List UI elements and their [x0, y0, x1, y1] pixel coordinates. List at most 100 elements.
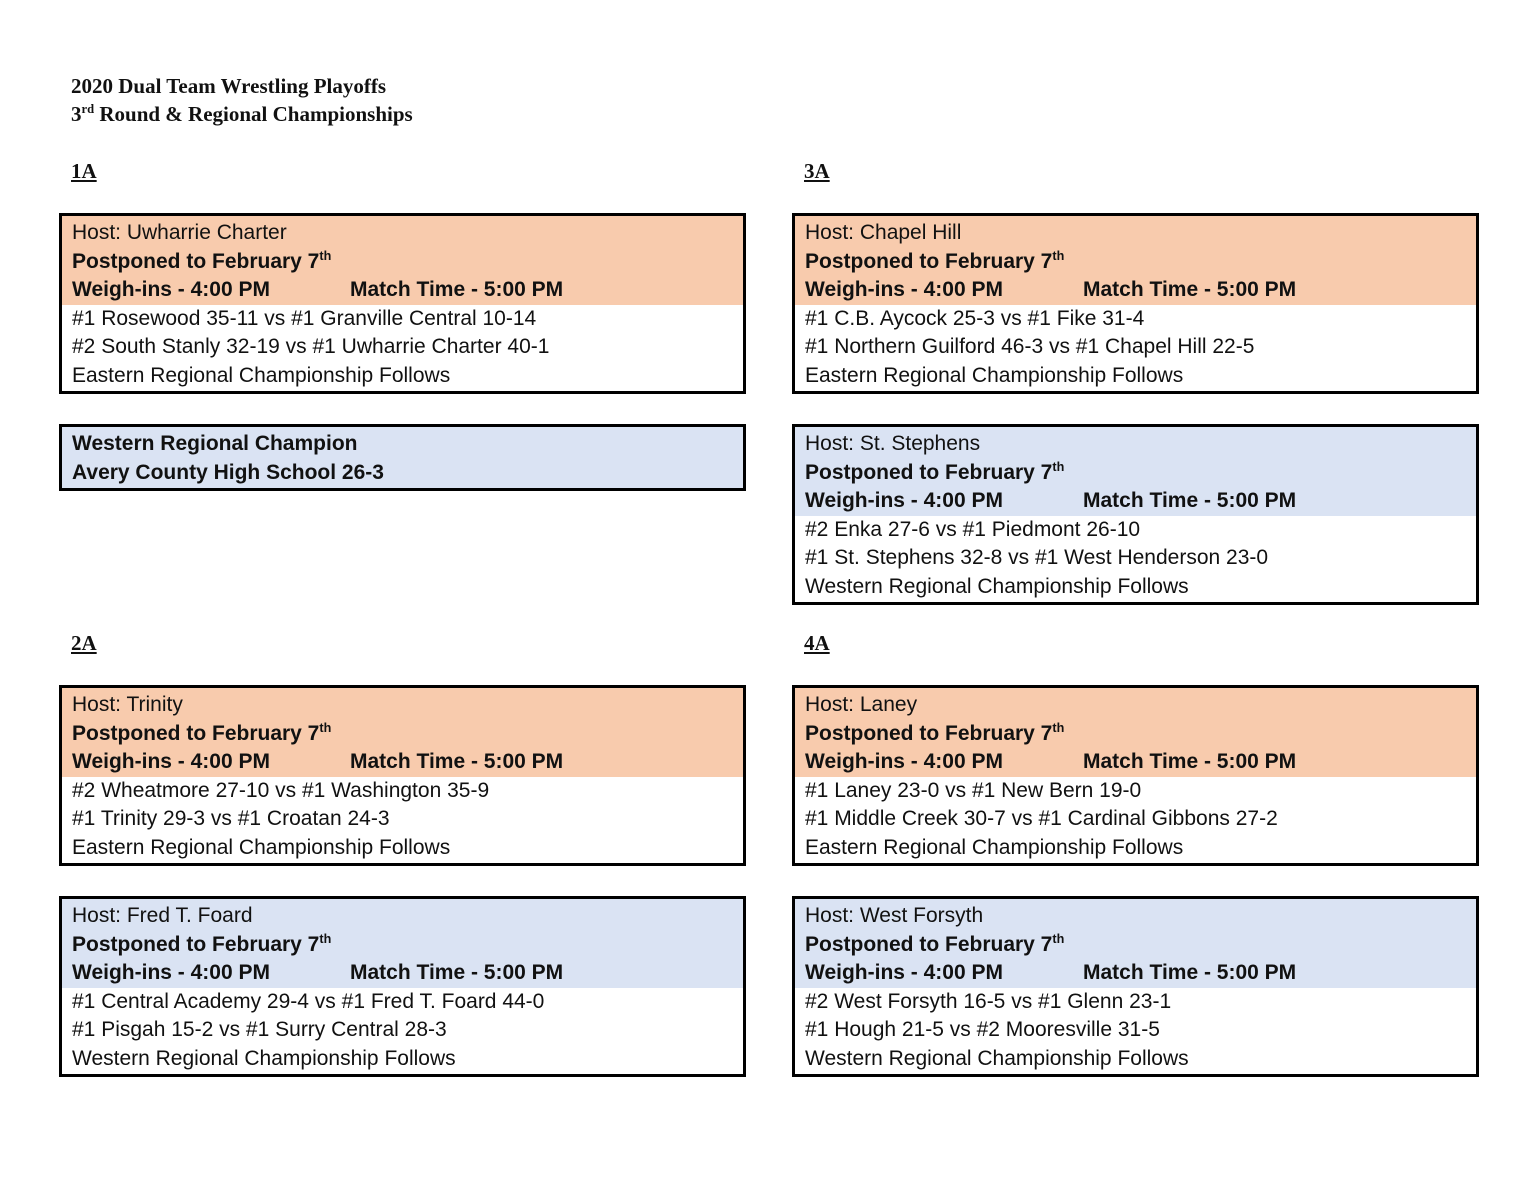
postponed: Postponed to February 7th — [72, 248, 733, 277]
box-body: #1 Central Academy 29-4 vs #1 Fred T. Fo… — [62, 988, 743, 1075]
host: Host: St. Stephens — [805, 432, 981, 455]
postponed: Postponed to February 7th — [805, 931, 1466, 960]
section: 3A Host: Chapel Hill Postponed to February… — [792, 158, 1479, 635]
section: 2A Host: Trinity Postponed to February 7th… — [59, 630, 746, 1107]
postponed-text: Postponed to February 7 — [805, 249, 1053, 273]
match-time: Match Time - 5:00 PM — [1083, 489, 1297, 512]
times: Weigh-ins - 4:00 PM Match Time - 5:00 PM — [805, 959, 1466, 988]
follows: Western Regional Championship Follows — [72, 1046, 456, 1070]
box-body: #2 Enka 27-6 vs #1 Piedmont 26-10 #1 St. … — [795, 516, 1476, 603]
times: Weigh-ins - 4:00 PM Match Time - 5:00 PM — [805, 276, 1466, 305]
game-box: Host: West Forsyth Postponed to February … — [792, 896, 1479, 1077]
match: #2 Enka 27-6 vs #1 Piedmont 26-10 — [805, 517, 1141, 541]
match-time: Match Time - 5:00 PM — [350, 961, 564, 984]
postponed-text: Postponed to February 7 — [72, 249, 320, 273]
match: #2 Wheatmore 27-10 vs #1 Washington 35-9 — [72, 778, 490, 802]
section: 1A Host: Uwharrie Charter Postponed to Feb… — [59, 158, 746, 521]
box-header: Host: Trinity Postponed to February 7th We… — [62, 688, 743, 777]
title: 2020 Dual Team Wrestling Playoffs — [71, 74, 387, 98]
game-box: Host: Chapel Hill Postponed to February 7… — [792, 213, 1479, 394]
postponed-suffix: th — [1052, 931, 1065, 946]
box-header: Host: Uwharrie Charter Postponed to Febru… — [62, 216, 743, 305]
match: #1 Central Academy 29-4 vs #1 Fred T. Fo… — [72, 989, 545, 1013]
weigh-ins: Weigh-ins - 4:00 PM — [72, 278, 270, 301]
postponed: Postponed to February 7th — [805, 459, 1466, 488]
follows: Western Regional Championship Follows — [805, 1046, 1189, 1070]
game-box: Host: St. Stephens Postponed to February … — [792, 424, 1479, 605]
postponed-suffix: th — [319, 248, 332, 263]
times: Weigh-ins - 4:00 PM Match Time - 5:00 PM — [72, 276, 733, 305]
game-box: Host: Uwharrie Charter Postponed to Febru… — [59, 213, 746, 394]
postponed: Postponed to February 7th — [72, 931, 733, 960]
postponed-suffix: th — [319, 931, 332, 946]
match: #2 South Stanly 32-19 vs #1 Uwharrie Cha… — [72, 335, 550, 358]
match: #1 Hough 21-5 vs #2 Mooresville 31-5 — [805, 1018, 1160, 1041]
postponed-text: Postponed to February 7 — [72, 932, 320, 956]
times: Weigh-ins - 4:00 PM Match Time - 5:00 PM — [805, 487, 1466, 516]
host: Host: Trinity — [72, 693, 183, 716]
game-box: Host: Fred T. Foard Postponed to February… — [59, 896, 746, 1077]
match: #1 Middle Creek 30-7 vs #1 Cardinal Gibb… — [805, 807, 1278, 830]
postponed: Postponed to February 7th — [805, 720, 1466, 749]
box-body: #1 Rosewood 35-11 vs #1 Granville Centra… — [62, 305, 743, 392]
box-body: #2 Wheatmore 27-10 vs #1 Washington 35-9… — [62, 777, 743, 864]
match: #1 Laney 23-0 vs #1 New Bern 19-0 — [805, 778, 1142, 802]
box-body: #2 West Forsyth 16-5 vs #1 Glenn 23-1 #1 … — [795, 988, 1476, 1075]
subtitle-number: 3 — [71, 102, 82, 126]
section-label: 2A — [71, 631, 97, 655]
postponed-text: Postponed to February 7 — [72, 721, 320, 745]
postponed: Postponed to February 7th — [805, 248, 1466, 277]
match: #1 Rosewood 35-11 vs #1 Granville Centra… — [72, 306, 537, 330]
match-time: Match Time - 5:00 PM — [1083, 278, 1297, 301]
host: Host: Chapel Hill — [805, 221, 962, 244]
weigh-ins: Weigh-ins - 4:00 PM — [805, 750, 1003, 773]
match-time: Match Time - 5:00 PM — [350, 278, 564, 301]
box-header: Host: West Forsyth Postponed to February … — [795, 899, 1476, 988]
times: Weigh-ins - 4:00 PM Match Time - 5:00 PM — [72, 748, 733, 777]
host: Host: Laney — [805, 693, 918, 716]
box-header: Host: Chapel Hill Postponed to February 7… — [795, 216, 1476, 305]
postponed-text: Postponed to February 7 — [805, 932, 1053, 956]
postponed: Postponed to February 7th — [72, 720, 733, 749]
subtitle-rest: Round & Regional Championships — [99, 102, 413, 126]
section-label: 1A — [71, 159, 97, 183]
times: Weigh-ins - 4:00 PM Match Time - 5:00 PM — [72, 959, 733, 988]
host: Host: Fred T. Foard — [72, 904, 253, 927]
postponed-suffix: th — [1052, 248, 1065, 263]
game-box: Host: Laney Postponed to February 7th Weig… — [792, 685, 1479, 866]
game-box: Host: Trinity Postponed to February 7th We… — [59, 685, 746, 866]
weigh-ins: Weigh-ins - 4:00 PM — [72, 961, 270, 984]
match: #2 West Forsyth 16-5 vs #1 Glenn 23-1 — [805, 989, 1172, 1013]
box-body: #1 C.B. Aycock 25-3 vs #1 Fike 31-4 #1 No… — [795, 305, 1476, 392]
box-header: Host: Laney Postponed to February 7th Weig… — [795, 688, 1476, 777]
match-time: Match Time - 5:00 PM — [1083, 961, 1297, 984]
match: #1 Pisgah 15-2 vs #1 Surry Central 28-3 — [72, 1018, 447, 1041]
section: 4A Host: Laney Postponed to February 7th We… — [792, 630, 1479, 1107]
follows: Eastern Regional Championship Follows — [805, 835, 1184, 859]
postponed-text: Postponed to February 7 — [805, 460, 1053, 484]
subtitle: 3rd Round & Regional Championships — [71, 100, 413, 128]
section-label: 4A — [804, 631, 830, 655]
box-header: Host: St. Stephens Postponed to February … — [795, 427, 1476, 516]
weigh-ins: Weigh-ins - 4:00 PM — [805, 961, 1003, 984]
match: #1 St. Stephens 32-8 vs #1 West Henderso… — [805, 546, 1269, 569]
box-body: #1 Laney 23-0 vs #1 New Bern 19-0 #1 Midd… — [795, 777, 1476, 864]
follows: Eastern Regional Championship Follows — [805, 363, 1184, 387]
box-header: Western Regional Champion Avery County Hi… — [62, 427, 743, 488]
champion-line: Western Regional Champion — [72, 432, 358, 455]
weigh-ins: Weigh-ins - 4:00 PM — [805, 278, 1003, 301]
header: 2020 Dual Team Wrestling Playoffs 3rd Ro… — [71, 72, 413, 128]
postponed-suffix: th — [319, 720, 332, 735]
postponed-suffix: th — [1052, 459, 1065, 474]
postponed-suffix: th — [1052, 720, 1065, 735]
host: Host: Uwharrie Charter — [72, 221, 287, 244]
match-time: Match Time - 5:00 PM — [1083, 750, 1297, 773]
match: #1 Trinity 29-3 vs #1 Croatan 24-3 — [72, 807, 390, 830]
box-header: Host: Fred T. Foard Postponed to February… — [62, 899, 743, 988]
champion-line: Avery County High School 26-3 — [72, 460, 384, 484]
weigh-ins: Weigh-ins - 4:00 PM — [72, 750, 270, 773]
section-label: 3A — [804, 159, 830, 183]
match-time: Match Time - 5:00 PM — [350, 750, 564, 773]
subtitle-suffix: rd — [81, 102, 95, 116]
